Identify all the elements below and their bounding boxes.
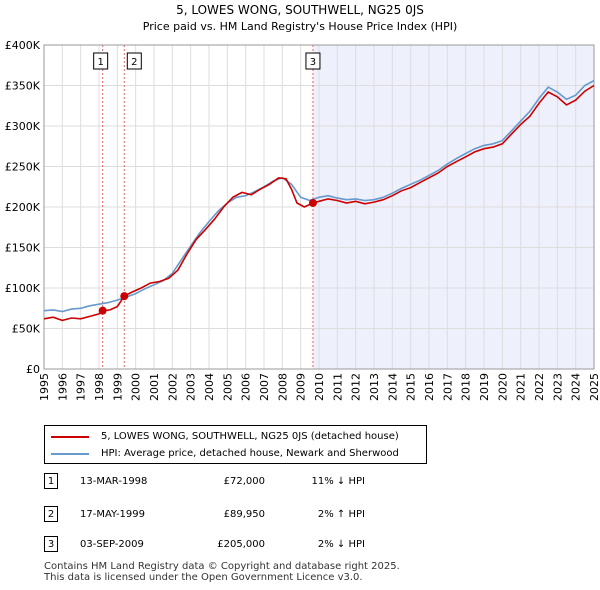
- transaction-number: 1: [44, 473, 58, 489]
- series-line: [43, 79, 595, 313]
- x-tick-label: 2024: [570, 373, 583, 401]
- legend-label-hpi: HPI: Average price, detached house, Newa…: [101, 448, 399, 459]
- series-line: [43, 84, 595, 322]
- transaction-row: 3 03-SEP-2009 £205,000 2% ↓ HPI: [0, 535, 600, 555]
- x-tick-label: 2023: [551, 373, 564, 401]
- sale-label-frame: [126, 52, 142, 70]
- x-tick-label: 2021: [515, 373, 528, 401]
- x-tick-label: 1996: [56, 373, 69, 401]
- x-tick-label: 2001: [148, 373, 161, 401]
- y-tick-label: £400K: [5, 39, 41, 52]
- sale-point: [98, 306, 107, 315]
- x-tick-label: 2022: [533, 373, 546, 401]
- y-tick-label: £50K: [12, 323, 41, 336]
- y-tick-label: £150K: [5, 242, 41, 255]
- sale-point: [308, 198, 317, 207]
- y-tick-label: £100K: [5, 282, 41, 295]
- legend: 5, LOWES WONG, SOUTHWELL, NG25 0JS (deta…: [44, 425, 427, 464]
- sale-label-text: 2: [131, 57, 137, 68]
- sale-label-frame: [93, 52, 109, 70]
- transaction-number: 3: [44, 536, 58, 552]
- y-tick-label: £300K: [5, 120, 41, 133]
- footer-licence: This data is licensed under the Open Gov…: [44, 572, 363, 583]
- transaction-date: 03-SEP-2009: [80, 539, 144, 550]
- y-tick-label: £350K: [5, 80, 41, 93]
- x-tick-label: 2007: [258, 373, 271, 401]
- transaction-hpi: 2% ↑ HPI: [317, 509, 365, 520]
- transaction-hpi: 11% ↓ HPI: [311, 476, 365, 487]
- x-tick-label: 2011: [331, 373, 344, 401]
- legend-swatch-hpi: [51, 453, 89, 455]
- y-tick-label: £200K: [5, 201, 41, 214]
- x-tick-label: 1997: [75, 373, 88, 401]
- chart-title: 5, LOWES WONG, SOUTHWELL, NG25 0JS: [176, 3, 424, 17]
- x-tick-label: 2016: [423, 373, 436, 401]
- x-tick-label: 2017: [441, 373, 454, 401]
- x-tick-label: 2009: [295, 373, 308, 401]
- transaction-row: 2 17-MAY-1999 £89,950 2% ↑ HPI: [0, 505, 600, 525]
- transaction-price: £205,000: [217, 539, 265, 550]
- x-tick-label: 1995: [38, 373, 51, 401]
- x-tick-label: 2005: [221, 373, 234, 401]
- x-tick-label: 2012: [350, 373, 363, 401]
- sale-label-box: 3: [305, 52, 321, 70]
- y-tick-label: £0: [26, 363, 40, 376]
- x-tick-label: 2015: [405, 373, 418, 401]
- transaction-number: 2: [44, 506, 58, 522]
- price-chart: 5, LOWES WONG, SOUTHWELL, NG25 0JS Price…: [5, 3, 600, 401]
- x-tick-label: 2013: [368, 373, 381, 401]
- x-tick-label: 2003: [185, 373, 198, 401]
- x-tick-label: 1998: [93, 373, 106, 401]
- sale-point: [120, 292, 129, 301]
- transaction-hpi: 2% ↓ HPI: [317, 539, 365, 550]
- x-tick-label: 2006: [240, 373, 253, 401]
- sale-label-box: 1: [93, 52, 109, 70]
- x-tick-label: 2010: [313, 373, 326, 401]
- sale-label-text: 3: [310, 57, 316, 68]
- legend-swatch-property: [51, 436, 89, 438]
- sale-label-text: 1: [97, 57, 103, 68]
- transaction-row: 1 13-MAR-1998 £72,000 11% ↓ HPI: [0, 472, 600, 492]
- legend-label-property: 5, LOWES WONG, SOUTHWELL, NG25 0JS (deta…: [101, 431, 399, 442]
- x-tick-label: 2004: [203, 373, 216, 401]
- y-tick-label: £250K: [5, 161, 41, 174]
- transaction-price: £89,950: [223, 509, 265, 520]
- x-tick-label: 2008: [276, 373, 289, 401]
- sale-label-box: 2: [126, 52, 142, 70]
- footer-copyright: Contains HM Land Registry data © Copyrig…: [44, 561, 400, 572]
- x-tick-label: 2019: [478, 373, 491, 401]
- transaction-date: 17-MAY-1999: [80, 509, 146, 520]
- x-tick-label: 2002: [166, 373, 179, 401]
- footer: Contains HM Land Registry data © Copyrig…: [44, 561, 400, 583]
- chart-subtitle: Price paid vs. HM Land Registry's House …: [143, 20, 458, 33]
- x-tick-label: 2025: [588, 373, 600, 401]
- sale-label-frame: [305, 52, 321, 70]
- x-tick-label: 2014: [386, 373, 399, 401]
- x-tick-label: 2000: [130, 373, 143, 401]
- plot-border: [43, 44, 595, 370]
- transaction-date: 13-MAR-1998: [80, 476, 148, 487]
- x-tick-label: 2020: [496, 373, 509, 401]
- x-tick-label: 2018: [460, 373, 473, 401]
- transaction-price: £72,000: [223, 476, 265, 487]
- x-tick-label: 1999: [111, 373, 124, 401]
